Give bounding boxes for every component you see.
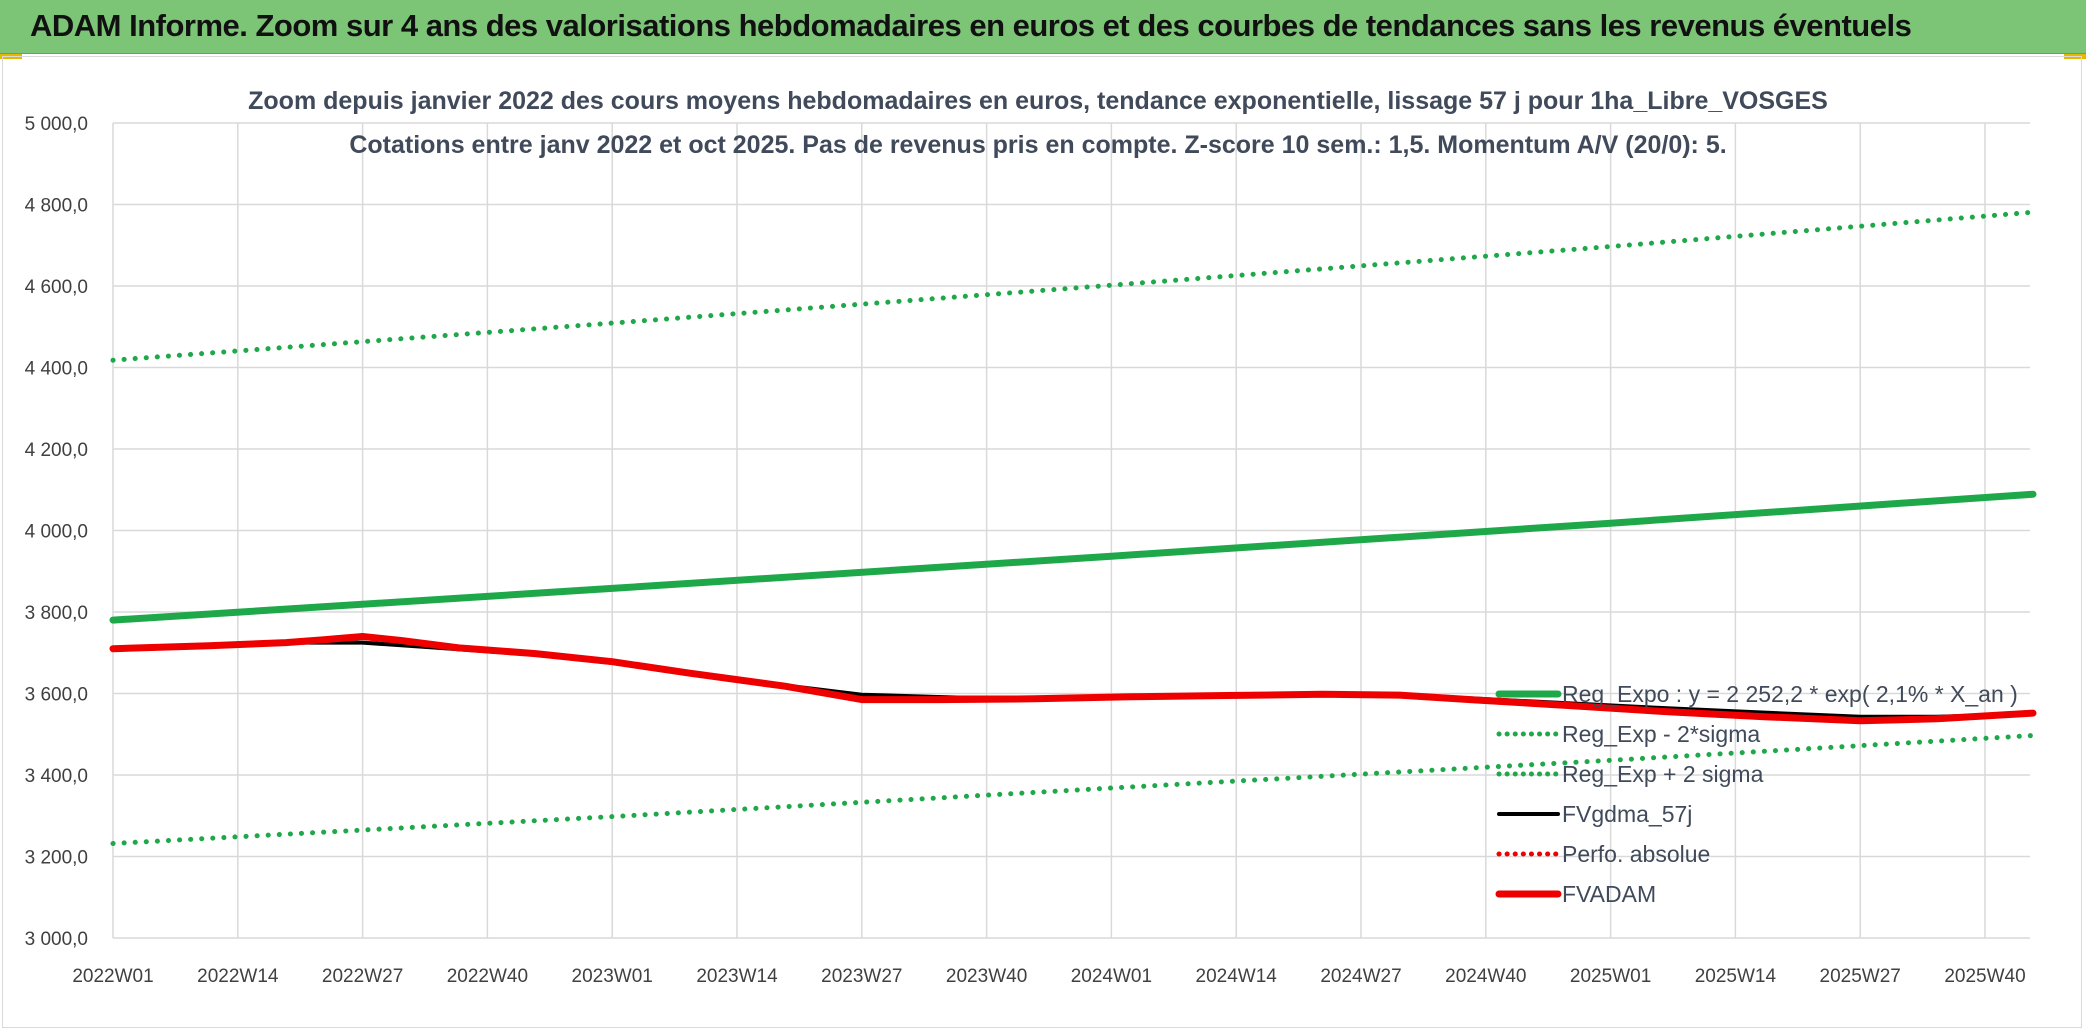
y-tick-label: 4 200,0 <box>25 440 88 461</box>
y-tick-label: 3 200,0 <box>25 848 88 869</box>
y-tick-label: 3 400,0 <box>25 766 88 787</box>
x-tick-label: 2025W14 <box>1695 966 1777 987</box>
x-tick-label: 2023W14 <box>696 966 778 987</box>
y-tick-label: 3 000,0 <box>25 929 88 950</box>
series-line-0 <box>109 490 2037 624</box>
legend-label-5: FVADAM <box>1562 881 1656 907</box>
chart-title-line-2: Cotations entre janv 2022 et oct 2025. P… <box>349 131 1726 159</box>
x-tick-label: 2024W40 <box>1445 966 1526 987</box>
y-tick-label: 5 000,0 <box>25 114 88 135</box>
x-tick-label: 2025W01 <box>1570 966 1651 987</box>
legend-label-4: Perfo. absolue <box>1562 841 1710 867</box>
x-tick-label: 2025W27 <box>1820 966 1901 987</box>
grid-layer <box>112 122 2030 939</box>
y-tick-label: 4 800,0 <box>25 196 88 217</box>
series-line-1 <box>110 733 2036 846</box>
x-tick-label: 2025W40 <box>1944 966 2025 987</box>
chart-title-line-1: Zoom depuis janvier 2022 des cours moyen… <box>248 87 1828 115</box>
y-tick-label: 4 400,0 <box>25 359 88 380</box>
y-tick-label: 4 600,0 <box>25 277 88 298</box>
x-tick-label: 2024W27 <box>1320 966 1401 987</box>
axis-layer: 3 000,0 3 200,0 3 400,0 3 600,0 3 800,0 4 000… <box>25 114 2026 987</box>
legend-label-0: Reg_Expo : y = 2 252,2 * exp( 2,1% * X_a… <box>1562 681 2018 707</box>
legend-label-2: Reg_Exp + 2 sigma <box>1562 761 1764 787</box>
x-tick-label: 2024W01 <box>1071 966 1152 987</box>
series-layer <box>109 209 2037 846</box>
x-tick-label: 2022W40 <box>447 966 528 987</box>
banner-title: ADAM Informe. Zoom sur 4 ans des valoris… <box>30 8 1912 43</box>
y-tick-label: 3 800,0 <box>25 603 88 624</box>
x-tick-label: 2022W27 <box>322 966 403 987</box>
series-line-2 <box>110 209 2036 363</box>
x-tick-label: 2023W01 <box>572 966 653 987</box>
x-tick-label: 2024W14 <box>1196 966 1278 987</box>
x-tick-label: 2022W01 <box>72 966 153 987</box>
report-banner: ADAM Informe. Zoom sur 4 ans des valoris… <box>0 0 2086 54</box>
legend-label-3: FVgdma_57j <box>1562 801 1692 827</box>
series-line-5 <box>109 633 2037 725</box>
x-tick-label: 2023W40 <box>946 966 1027 987</box>
x-tick-label: 2022W14 <box>197 966 279 987</box>
legend: Reg_Expo : y = 2 252,2 * exp( 2,1% * X_a… <box>1495 681 2018 907</box>
legend-label-1: Reg_Exp - 2*sigma <box>1562 721 1760 747</box>
y-tick-label: 4 000,0 <box>25 522 88 543</box>
chart-area <box>2 56 2082 1028</box>
y-tick-label: 3 600,0 <box>25 685 88 706</box>
x-tick-label: 2023W27 <box>821 966 902 987</box>
